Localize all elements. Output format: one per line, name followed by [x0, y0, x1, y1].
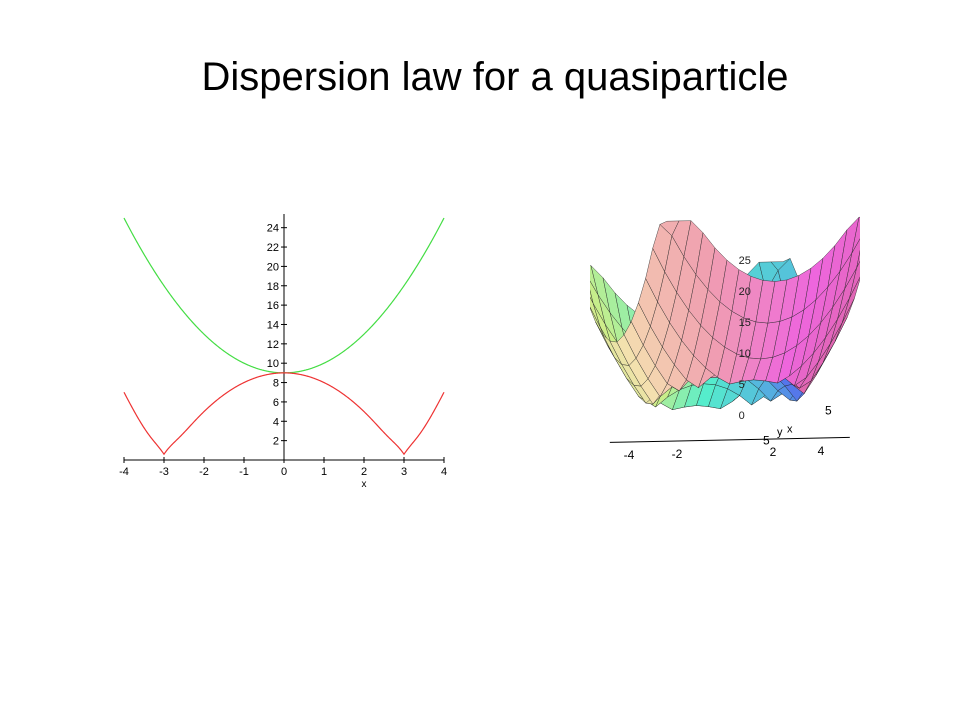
x-tick-label: -3 — [159, 466, 169, 478]
z-tick-label: 10 — [739, 348, 751, 360]
x-axis-3d — [609, 436, 850, 443]
slide-title: Dispersion law for a quasiparticle — [201, 55, 789, 99]
x-axis-label: x — [362, 479, 367, 490]
x-tick-label: -2 — [199, 466, 209, 478]
surface-patch — [849, 260, 860, 298]
y-tick-label: 2 — [273, 436, 279, 448]
x-tick-label: 2 — [361, 466, 367, 478]
z-tick-label: 25 — [739, 255, 751, 267]
x-tick-label-3d: 4 — [818, 444, 825, 458]
y-tick-label: 16 — [267, 300, 279, 312]
surface-patch — [842, 276, 860, 323]
series-line-1 — [123, 372, 445, 456]
x-tick-label: 3 — [401, 466, 407, 478]
x-tick-label: 0 — [281, 466, 287, 478]
x-tick-label: 4 — [441, 466, 447, 478]
y-tick-label: 8 — [273, 378, 279, 390]
x-tick-label-3d: -4 — [624, 448, 635, 462]
surface-patch — [856, 250, 860, 268]
y-tick-label: 22 — [267, 242, 279, 254]
y-tick-label: 20 — [267, 261, 279, 273]
x-tick-label: -1 — [239, 466, 249, 478]
surface-patch — [844, 238, 860, 289]
y-tick-label: 24 — [267, 223, 279, 235]
y-tick-label-3d: 5 — [825, 404, 832, 418]
x-tick-label: 1 — [321, 466, 327, 478]
z-tick-label: 20 — [739, 286, 751, 298]
y-tick-label: 14 — [267, 319, 279, 331]
x-tick-label: -4 — [119, 466, 129, 478]
x-tick-label-3d: -2 — [672, 447, 683, 461]
surface-patch — [851, 216, 860, 254]
y-axis-label-3d: y — [777, 427, 783, 439]
y-tick-label: 12 — [267, 339, 279, 351]
x-axis-label-3d: x — [787, 424, 793, 436]
y-tick-label-3d: 5 — [763, 434, 770, 448]
y-tick-label: 18 — [267, 281, 279, 293]
z-tick-label: 5 — [739, 379, 745, 391]
z-tick-label: 0 — [739, 410, 745, 422]
x-tick-label-3d: 2 — [770, 445, 777, 459]
y-tick-label: 4 — [273, 416, 279, 428]
y-tick-label: 10 — [267, 358, 279, 370]
z-tick-label: 15 — [739, 317, 751, 329]
y-tick-label: 6 — [273, 397, 279, 409]
